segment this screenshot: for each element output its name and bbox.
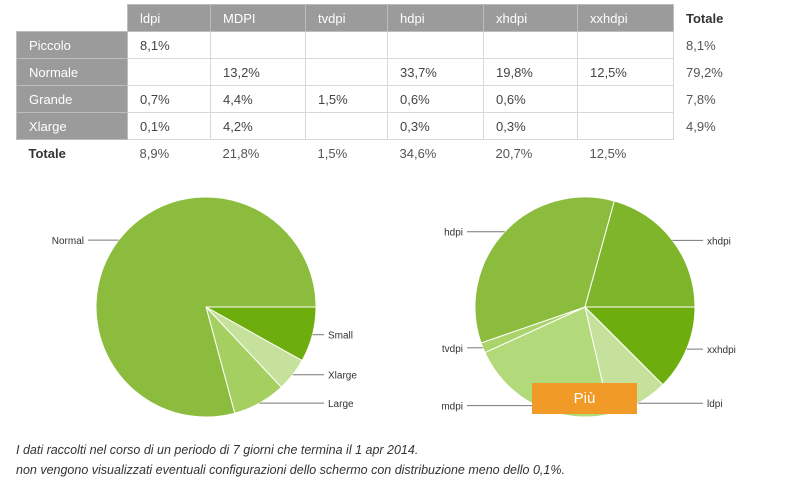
col-header-mdpi: MDPI	[210, 4, 306, 32]
pie-label-small: Small	[328, 331, 353, 342]
table-cell: 0,6%	[387, 85, 484, 113]
table-cell	[305, 58, 388, 86]
table-cell: 0,1%	[127, 112, 211, 140]
table-total-row: Totale 8,9% 21,8% 1,5% 34,6% 20,7% 12,5%	[17, 140, 744, 167]
table-cell	[387, 31, 484, 59]
row-header: Piccolo	[16, 31, 128, 59]
col-header-ldpi: ldpi	[127, 4, 211, 32]
pie-label-mdpi: mdpi	[441, 402, 463, 413]
threshold-note: non vengono visualizzati eventuali confi…	[16, 463, 565, 477]
col-header-xhdpi: xhdpi	[483, 4, 578, 32]
pie-chart-2: xxhdpi ldpi mdpi tvdpi hdpi xhdpi	[441, 196, 736, 418]
pie-label-hdpi: hdpi	[444, 228, 463, 239]
table-cell: 0,3%	[387, 112, 484, 140]
table-cell	[210, 31, 306, 59]
total-row-label: Totale	[28, 145, 66, 161]
pie-label-normal: Normal	[52, 236, 84, 247]
row-total: 79,2%	[686, 64, 723, 80]
data-period-note: I dati raccolti nel corso di un periodo …	[16, 443, 419, 457]
table-cell: 8,1%	[127, 31, 211, 59]
row-total: 7,8%	[686, 91, 716, 107]
table-cell: 34,6%	[399, 145, 437, 161]
table-cell	[674, 140, 744, 167]
table-cell	[577, 112, 674, 140]
screen-density-table: ldpi MDPI tvdpi hdpi xhdpi xxhdpi Totale…	[16, 4, 744, 167]
table-row: Grande 0,7% 4,4% 1,5% 0,6% 0,6% 7,8%	[16, 85, 744, 113]
table-cell: 12,5%	[589, 145, 627, 161]
table-cell	[577, 31, 674, 59]
pie-label-tvdpi: tvdpi	[442, 344, 463, 355]
table-row: Xlarge 0,1% 4,2% 0,3% 0,3% 4,9%	[16, 112, 744, 140]
pie-label-xlarge: Xlarge	[328, 371, 357, 382]
table-cell: 13,2%	[210, 58, 306, 86]
table-row: Piccolo 8,1% 8,1%	[16, 31, 744, 59]
pie-slice-xhdpi	[584, 200, 696, 308]
pie-label-xxhdpi: xxhdpi	[707, 345, 736, 356]
pie-label-large: Large	[328, 399, 354, 410]
row-header: Normale	[16, 58, 128, 86]
table-cell: 21,8%	[222, 145, 260, 161]
col-header-xxhdpi: xxhdpi	[577, 4, 674, 32]
row-header: Grande	[16, 85, 128, 113]
col-header-tvdpi: tvdpi	[305, 4, 388, 32]
pie-slice-hdpi	[474, 196, 615, 344]
table-row: Normale 13,2% 33,7% 19,8% 12,5% 79,2%	[16, 58, 744, 86]
table-cell: 33,7%	[387, 58, 484, 86]
row-header: Xlarge	[16, 112, 128, 140]
table-corner	[16, 4, 128, 32]
table-cell	[577, 85, 674, 113]
col-header-hdpi: hdpi	[387, 4, 484, 32]
table-cell: 1,5%	[305, 85, 388, 113]
table-cell: 1,5%	[317, 145, 348, 161]
pie-charts: Small Xlarge Large Normal xxhdpi ldpi mdpi tvdp…	[52, 196, 736, 418]
table-cell	[305, 112, 388, 140]
table-cell	[127, 58, 211, 86]
row-total: 4,9%	[686, 118, 716, 134]
table-cell: 0,7%	[127, 85, 211, 113]
table-cell: 12,5%	[577, 58, 674, 86]
table-cell: 8,9%	[139, 145, 170, 161]
table-cell: 4,2%	[210, 112, 306, 140]
pie-label-xhdpi: xhdpi	[707, 236, 731, 247]
pie-label-ldpi: ldpi	[707, 399, 723, 410]
table-cell: 20,7%	[495, 145, 533, 161]
table-cell: 4,4%	[210, 85, 306, 113]
row-total: 8,1%	[686, 37, 716, 53]
col-header-total: Totale	[673, 4, 744, 32]
table-cell	[305, 31, 388, 59]
table-cell: 0,3%	[483, 112, 578, 140]
table-cell	[483, 31, 578, 59]
pie-slice-normal	[95, 196, 317, 418]
table-cell: 0,6%	[483, 85, 578, 113]
table-cell: 19,8%	[483, 58, 578, 86]
table-header-row: ldpi MDPI tvdpi hdpi xhdpi xxhdpi Totale	[16, 4, 744, 32]
pie-chart-1: Small Xlarge Large Normal	[52, 196, 357, 418]
more-button[interactable]: Più	[532, 383, 637, 414]
